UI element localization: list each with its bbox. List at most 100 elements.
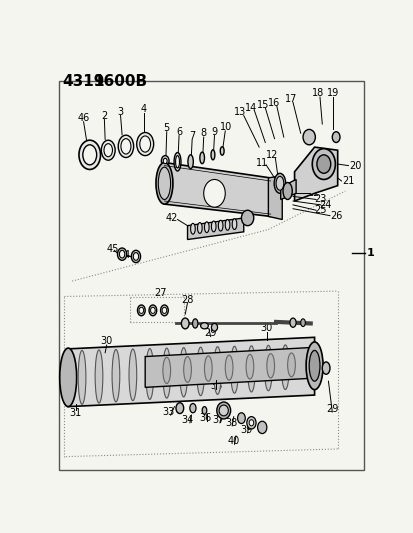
Ellipse shape: [162, 308, 166, 313]
Ellipse shape: [289, 318, 295, 327]
Ellipse shape: [309, 350, 319, 381]
Text: 5: 5: [163, 123, 169, 133]
Ellipse shape: [230, 346, 238, 393]
Ellipse shape: [225, 220, 229, 230]
Ellipse shape: [202, 407, 206, 414]
Text: 7: 7: [189, 131, 195, 141]
Ellipse shape: [218, 220, 223, 231]
Text: 46: 46: [77, 113, 90, 123]
Ellipse shape: [332, 132, 339, 142]
Text: 38: 38: [225, 418, 237, 428]
Text: 4: 4: [140, 104, 146, 115]
Text: 18: 18: [311, 88, 324, 98]
Ellipse shape: [204, 222, 209, 232]
Ellipse shape: [237, 413, 244, 424]
Polygon shape: [164, 163, 270, 216]
Text: 44: 44: [118, 250, 130, 260]
Text: 24: 24: [318, 200, 331, 210]
Ellipse shape: [216, 402, 230, 419]
Polygon shape: [294, 147, 337, 201]
Text: 9: 9: [211, 127, 217, 137]
Ellipse shape: [266, 354, 274, 378]
Ellipse shape: [119, 251, 124, 258]
Text: 11: 11: [256, 158, 268, 167]
Polygon shape: [68, 337, 314, 407]
Ellipse shape: [83, 145, 97, 165]
Text: 12: 12: [266, 150, 278, 160]
Ellipse shape: [163, 158, 167, 164]
Text: 3: 3: [117, 107, 123, 117]
Text: 26: 26: [329, 211, 342, 221]
Text: 8: 8: [200, 128, 206, 138]
Ellipse shape: [247, 346, 255, 392]
Text: φ: φ: [210, 188, 218, 198]
Text: 1: 1: [366, 248, 374, 259]
Ellipse shape: [246, 417, 256, 429]
Ellipse shape: [200, 322, 208, 329]
Text: 23: 23: [314, 195, 326, 205]
Ellipse shape: [196, 347, 204, 395]
Polygon shape: [187, 218, 243, 239]
Ellipse shape: [78, 350, 85, 405]
Ellipse shape: [181, 318, 189, 329]
Ellipse shape: [197, 223, 202, 233]
Text: 22: 22: [306, 188, 318, 198]
Ellipse shape: [129, 349, 136, 401]
Ellipse shape: [140, 136, 150, 152]
Ellipse shape: [137, 305, 145, 316]
Text: 33: 33: [162, 407, 174, 417]
Text: 34: 34: [181, 415, 193, 425]
Ellipse shape: [59, 348, 76, 407]
Ellipse shape: [311, 149, 335, 180]
Ellipse shape: [305, 342, 322, 390]
Text: 42: 42: [166, 213, 178, 223]
Ellipse shape: [112, 350, 119, 402]
Ellipse shape: [218, 405, 228, 416]
Ellipse shape: [133, 253, 138, 260]
Ellipse shape: [264, 345, 272, 391]
Ellipse shape: [158, 167, 170, 199]
Polygon shape: [145, 348, 314, 387]
Ellipse shape: [245, 354, 253, 379]
Ellipse shape: [176, 403, 183, 414]
Text: 17: 17: [285, 94, 297, 103]
Ellipse shape: [232, 219, 236, 230]
Text: 13: 13: [233, 108, 245, 117]
Polygon shape: [280, 180, 295, 199]
Ellipse shape: [204, 356, 211, 381]
Text: 21: 21: [342, 176, 354, 186]
Ellipse shape: [79, 140, 100, 169]
Ellipse shape: [241, 210, 253, 225]
Text: 31: 31: [70, 408, 82, 418]
Text: 20: 20: [349, 160, 361, 171]
Text: 4319: 4319: [63, 74, 105, 89]
Ellipse shape: [162, 357, 170, 384]
Text: 40: 40: [227, 436, 239, 446]
Ellipse shape: [175, 156, 179, 168]
Ellipse shape: [173, 152, 180, 171]
Text: 35: 35: [209, 381, 222, 391]
Text: 6: 6: [176, 127, 183, 137]
Text: 10: 10: [219, 122, 232, 132]
Ellipse shape: [149, 305, 157, 316]
Text: 2: 2: [101, 110, 107, 120]
Text: 45: 45: [107, 244, 119, 254]
Ellipse shape: [139, 308, 143, 313]
Text: 28: 28: [181, 295, 193, 304]
Ellipse shape: [321, 362, 329, 374]
Ellipse shape: [220, 147, 223, 155]
Ellipse shape: [273, 173, 285, 193]
Ellipse shape: [211, 324, 217, 331]
Ellipse shape: [192, 319, 197, 328]
Text: 27: 27: [154, 288, 166, 298]
Text: 37: 37: [211, 415, 224, 425]
Ellipse shape: [117, 248, 126, 260]
Text: 29: 29: [204, 328, 216, 338]
Ellipse shape: [121, 139, 131, 154]
Text: 30: 30: [100, 336, 112, 346]
Ellipse shape: [136, 133, 153, 156]
Ellipse shape: [95, 350, 102, 403]
Text: 36: 36: [199, 413, 211, 423]
Ellipse shape: [199, 152, 204, 164]
Ellipse shape: [179, 348, 187, 397]
